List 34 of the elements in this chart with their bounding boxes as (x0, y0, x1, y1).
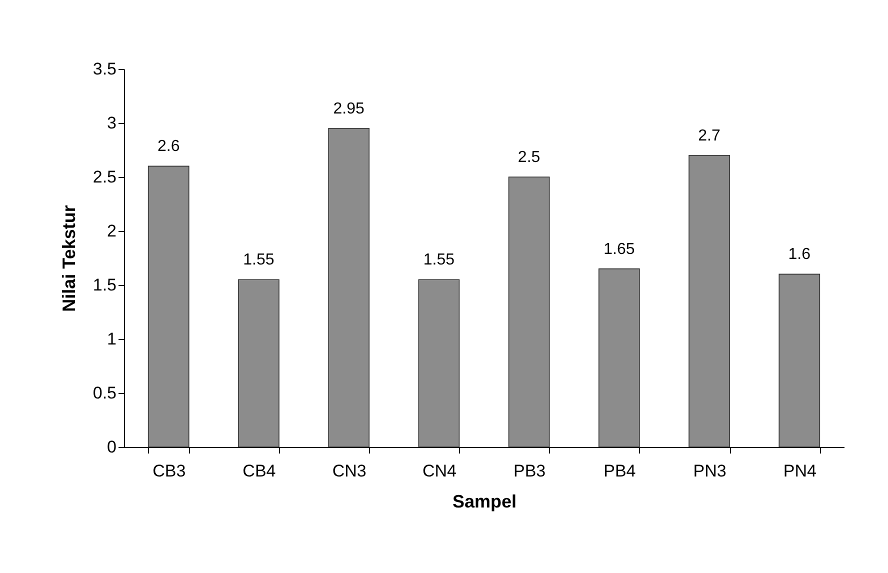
y-tick-label: 1.5 (92, 276, 116, 294)
x-axis-title: Sampel (452, 492, 517, 512)
x-tick-label: CN4 (422, 462, 456, 480)
bar (778, 274, 820, 448)
bar (328, 128, 370, 448)
bar (508, 176, 550, 448)
data-label: 2.5 (518, 149, 540, 166)
x-tick-label: PB3 (513, 462, 546, 480)
data-label: 1.55 (423, 252, 455, 269)
data-label: 2.95 (333, 100, 365, 118)
data-label: 1.55 (243, 252, 274, 269)
bar (418, 279, 460, 448)
data-label: 1.6 (788, 246, 811, 264)
x-tick-label: PB4 (604, 462, 636, 480)
x-tick-label: CB4 (242, 462, 276, 480)
x-tick-label: CB3 (152, 462, 186, 480)
y-axis-title: Nilai Tekstur (58, 205, 79, 312)
x-tick-label: PN3 (693, 462, 726, 480)
y-tick-label: 1 (107, 330, 116, 348)
bar (688, 155, 730, 448)
y-tick-label: 0.5 (92, 384, 116, 402)
y-tick-label: 0 (107, 438, 116, 456)
x-tick-label: CN3 (332, 462, 366, 480)
y-tick-label: 2.5 (92, 168, 116, 186)
bar (598, 268, 640, 448)
data-label: 2.7 (698, 127, 720, 144)
data-label: 2.6 (157, 138, 180, 156)
y-tick-label: 3 (107, 114, 116, 132)
y-tick-label: 2 (107, 222, 116, 240)
x-tick-label: PN4 (783, 462, 816, 480)
bar (238, 279, 280, 448)
data-label: 1.65 (604, 240, 635, 258)
bar (148, 166, 190, 448)
y-tick-label: 3.5 (92, 60, 116, 78)
